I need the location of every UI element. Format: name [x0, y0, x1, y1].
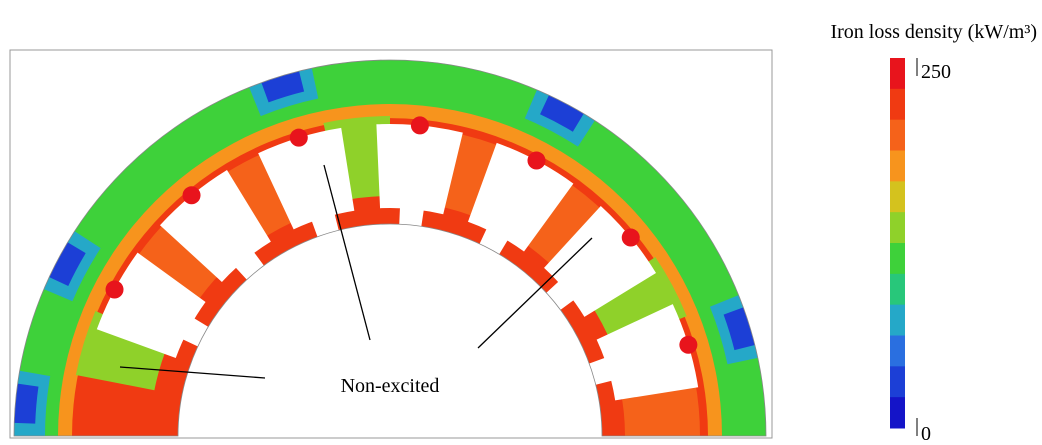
colorbar-band — [890, 243, 905, 274]
colorbar-band — [890, 336, 905, 367]
figure: Non-excited Iron loss density (kW/m³) 25… — [0, 0, 1042, 445]
yoke-patch — [14, 384, 38, 424]
colorbar-band — [890, 181, 905, 212]
hot-spot — [622, 229, 640, 247]
colorbar-band — [890, 151, 905, 182]
colorbar-min-label: 0 — [921, 423, 931, 445]
colorbar-band — [890, 120, 905, 151]
colorbar-band — [890, 212, 905, 243]
colorbar — [890, 58, 905, 429]
hot-spot — [183, 186, 201, 204]
colorbar-band — [890, 58, 905, 89]
colorbar-band — [890, 366, 905, 397]
hot-spot — [106, 281, 124, 299]
hot-spot — [411, 116, 429, 134]
hot-spot — [679, 336, 697, 354]
colorbar-max-label: 250 — [921, 61, 951, 83]
colorbar-band — [890, 305, 905, 336]
colorbar-band — [890, 397, 905, 428]
annotation: Non-excited — [341, 375, 440, 397]
colorbar-band — [890, 89, 905, 120]
colorbar-band — [890, 274, 905, 305]
hot-spot — [527, 152, 545, 170]
colorbar-title: Iron loss density (kW/m³) — [830, 21, 1037, 43]
hot-spot — [290, 129, 308, 147]
